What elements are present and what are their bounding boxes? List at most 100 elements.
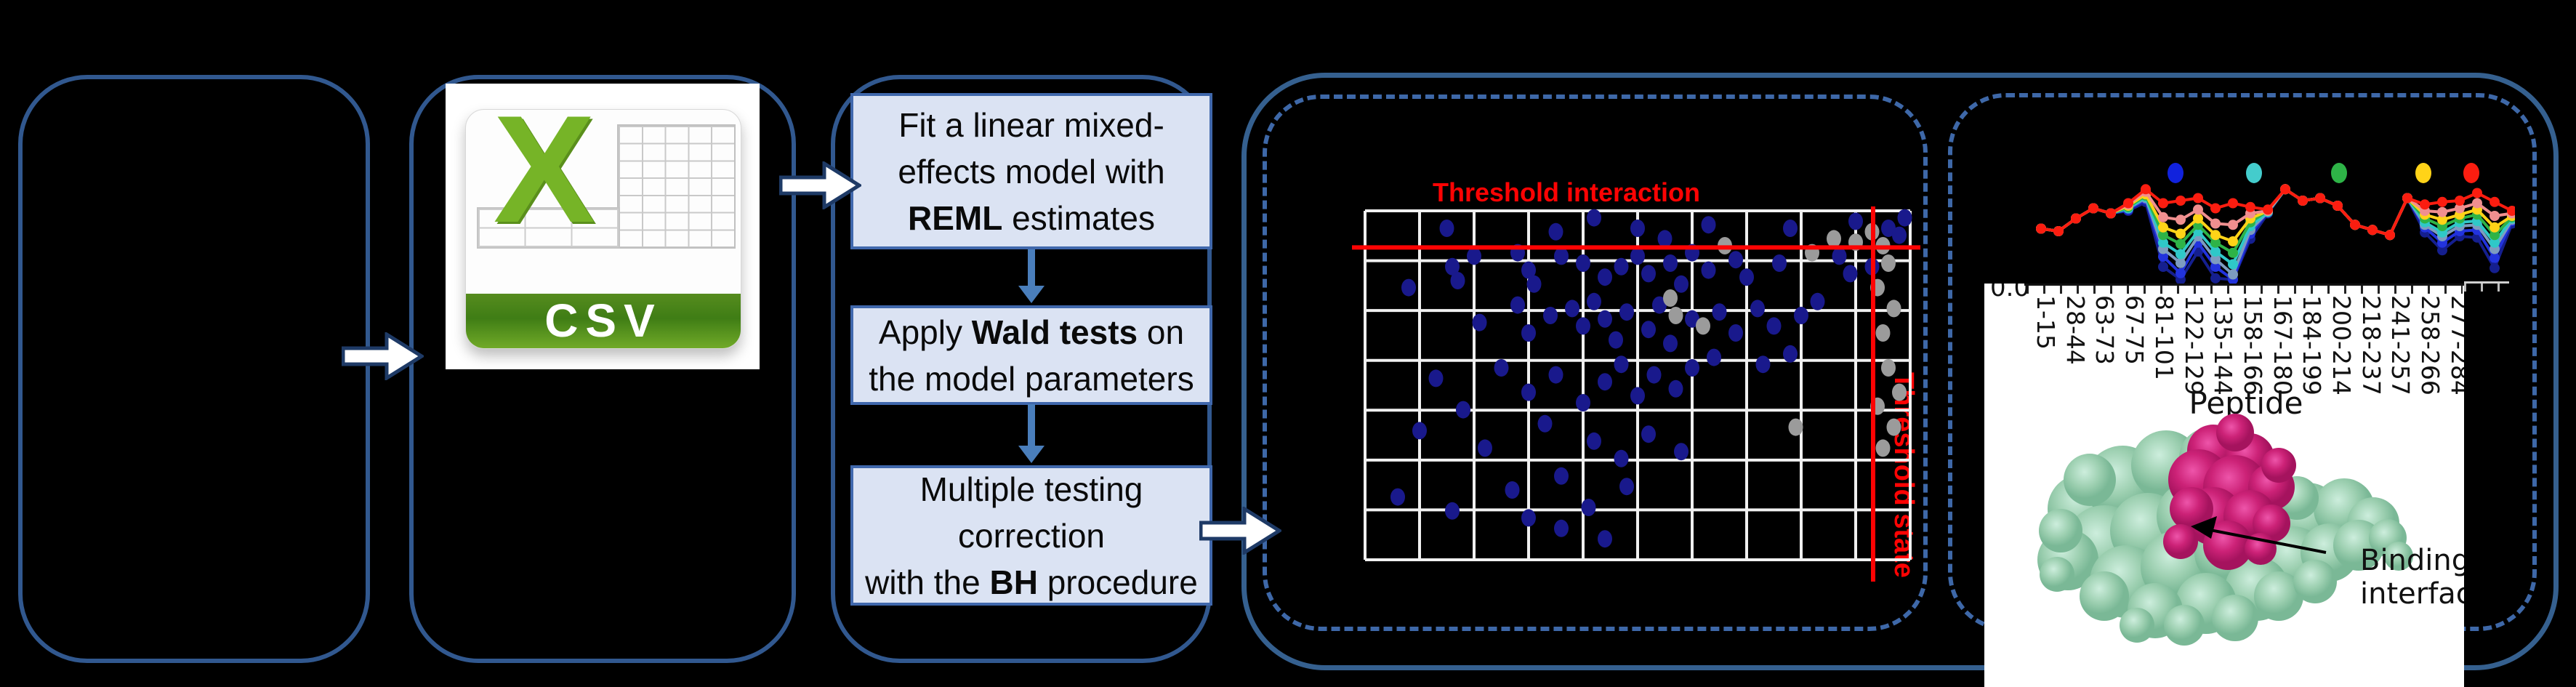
annotation-arrow-line — [2194, 526, 2327, 554]
scatter-point-navy — [1412, 422, 1427, 440]
uptake-data-point — [2193, 193, 2203, 204]
scatter-point-navy — [1554, 247, 1569, 265]
legend-dot-timepoint-5 — [2463, 163, 2480, 183]
protein-surface-green — [2384, 542, 2413, 571]
uptake-data-point — [2175, 268, 2186, 278]
scatter-point-navy — [1587, 209, 1601, 227]
scatter-point-navy — [1832, 247, 1847, 265]
panel-volcano-plot — [1263, 95, 1928, 631]
excel-x-glyph: X — [493, 109, 595, 254]
scatter-point-navy — [1554, 467, 1569, 485]
peptide-tick-label: 167-180 — [2268, 295, 2297, 395]
scatter-point-navy — [1848, 212, 1863, 230]
flow-box-line: the model parameters — [869, 359, 1194, 398]
uptake-data-point — [2455, 203, 2465, 214]
uptake-data-point — [2472, 198, 2482, 209]
uptake-data-point — [2333, 201, 2343, 211]
scatter-point-navy — [1521, 261, 1536, 279]
flow-down-arrow-icon — [1018, 249, 1045, 303]
panel-step2-csv — [409, 75, 796, 663]
scatter-point-navy — [1794, 307, 1808, 324]
peptide-tick-label: 277-284 — [2445, 295, 2464, 395]
uptake-data-point — [2420, 199, 2430, 210]
flow-box-wald-tests: Apply Wald tests on the model parameters — [850, 305, 1212, 405]
uptake-data-point — [2472, 188, 2482, 198]
uptake-data-point — [2210, 246, 2221, 257]
scatter-point-navy — [1892, 226, 1907, 244]
uptake-data-point — [2158, 237, 2168, 248]
binding-interface-region — [2163, 524, 2198, 559]
uptake-data-point — [2141, 184, 2151, 195]
uptake-data-point — [2490, 230, 2500, 241]
flow-box-line: with the BH procedure — [865, 563, 1198, 601]
uptake-data-point — [2193, 213, 2203, 224]
binding-interface-region — [2216, 414, 2254, 451]
peptide-tick-label: 158-166 — [2238, 295, 2267, 395]
scatter-point-navy — [1619, 478, 1634, 496]
uptake-data-point — [2507, 206, 2515, 216]
uptake-data-point — [2210, 203, 2221, 214]
scatter-point-navy — [1450, 272, 1465, 289]
x-axis-line — [2024, 284, 2464, 286]
binding-interface-label: Binding interface — [2360, 544, 2464, 611]
scatter-point-navy — [1657, 230, 1673, 248]
flow-box-line: REML estimates — [908, 198, 1155, 237]
uptake-data-point — [2210, 237, 2221, 248]
scatter-point-navy — [1428, 369, 1444, 387]
protein-surface-green — [2064, 454, 2116, 506]
binding-interface-region — [2261, 448, 2296, 483]
scatter-point-navy — [1494, 359, 1509, 377]
scatter-point-navy — [1728, 324, 1743, 342]
protein-surface-green — [2120, 608, 2154, 643]
uptake-data-point — [2280, 184, 2290, 195]
threshold-interaction-label: Threshold interaction — [1432, 177, 1701, 207]
protein-surface-green — [2080, 571, 2129, 621]
scatter-point-gray — [1663, 289, 1678, 307]
scatter-point-navy — [1614, 449, 1629, 467]
uptake-data-point — [2158, 230, 2168, 241]
uptake-data-point — [2053, 226, 2064, 236]
flow-box-line: effects model with — [898, 152, 1165, 190]
scatter-point-navy — [1614, 355, 1629, 374]
scatter-point-gray — [1827, 230, 1841, 248]
protein-surface-green — [2040, 557, 2074, 592]
scatter-point-navy — [1521, 509, 1536, 527]
flow-box-line: correction — [958, 516, 1105, 555]
peptide-tick-label: 122-129 — [2179, 295, 2208, 395]
csv-format-banner: CSV — [466, 293, 741, 348]
scatter-point-navy — [1843, 265, 1858, 283]
scatter-point-navy — [1510, 296, 1525, 314]
scatter-point-navy — [1619, 303, 1634, 321]
uptake-data-point — [2455, 196, 2465, 206]
scatter-point-navy — [1521, 383, 1536, 401]
scatter-point-gray — [1881, 359, 1896, 377]
binding-interface-region — [2253, 505, 2290, 542]
scatter-point-gray — [1892, 383, 1907, 401]
uptake-data-point — [2088, 203, 2098, 214]
uptake-data-point — [2071, 213, 2081, 224]
scatter-point-navy — [1630, 247, 1645, 265]
scatter-point-navy — [1587, 432, 1601, 450]
scatter-point-navy — [1598, 268, 1612, 286]
scatter-point-navy — [1810, 292, 1825, 310]
scatter-point-navy — [1554, 519, 1569, 537]
legend-dot-timepoint-4 — [2415, 163, 2432, 183]
peptide-tick-label: 184-199 — [2298, 295, 2327, 395]
protein-surface-green — [2039, 509, 2082, 553]
protein-surface-green — [2212, 595, 2258, 641]
uptake-data-point — [2385, 230, 2395, 241]
uptake-data-point — [2367, 225, 2378, 236]
binding-interface-region — [2203, 521, 2253, 570]
scatter-point-navy — [1750, 300, 1765, 318]
peptide-tick-label: 218-237 — [2356, 295, 2386, 395]
scatter-point-navy — [1576, 394, 1590, 411]
scatter-point-navy — [1674, 443, 1689, 461]
scatter-point-navy — [1537, 414, 1553, 433]
uptake-data-point — [2158, 252, 2168, 262]
uptake-data-point — [2175, 228, 2186, 239]
uptake-data-point — [2490, 252, 2500, 263]
csv-file-image: X CSV — [446, 84, 760, 369]
scatter-point-gray — [1875, 439, 1891, 457]
protein-structure-image — [2037, 414, 2413, 646]
uptake-data-point — [2210, 273, 2221, 284]
